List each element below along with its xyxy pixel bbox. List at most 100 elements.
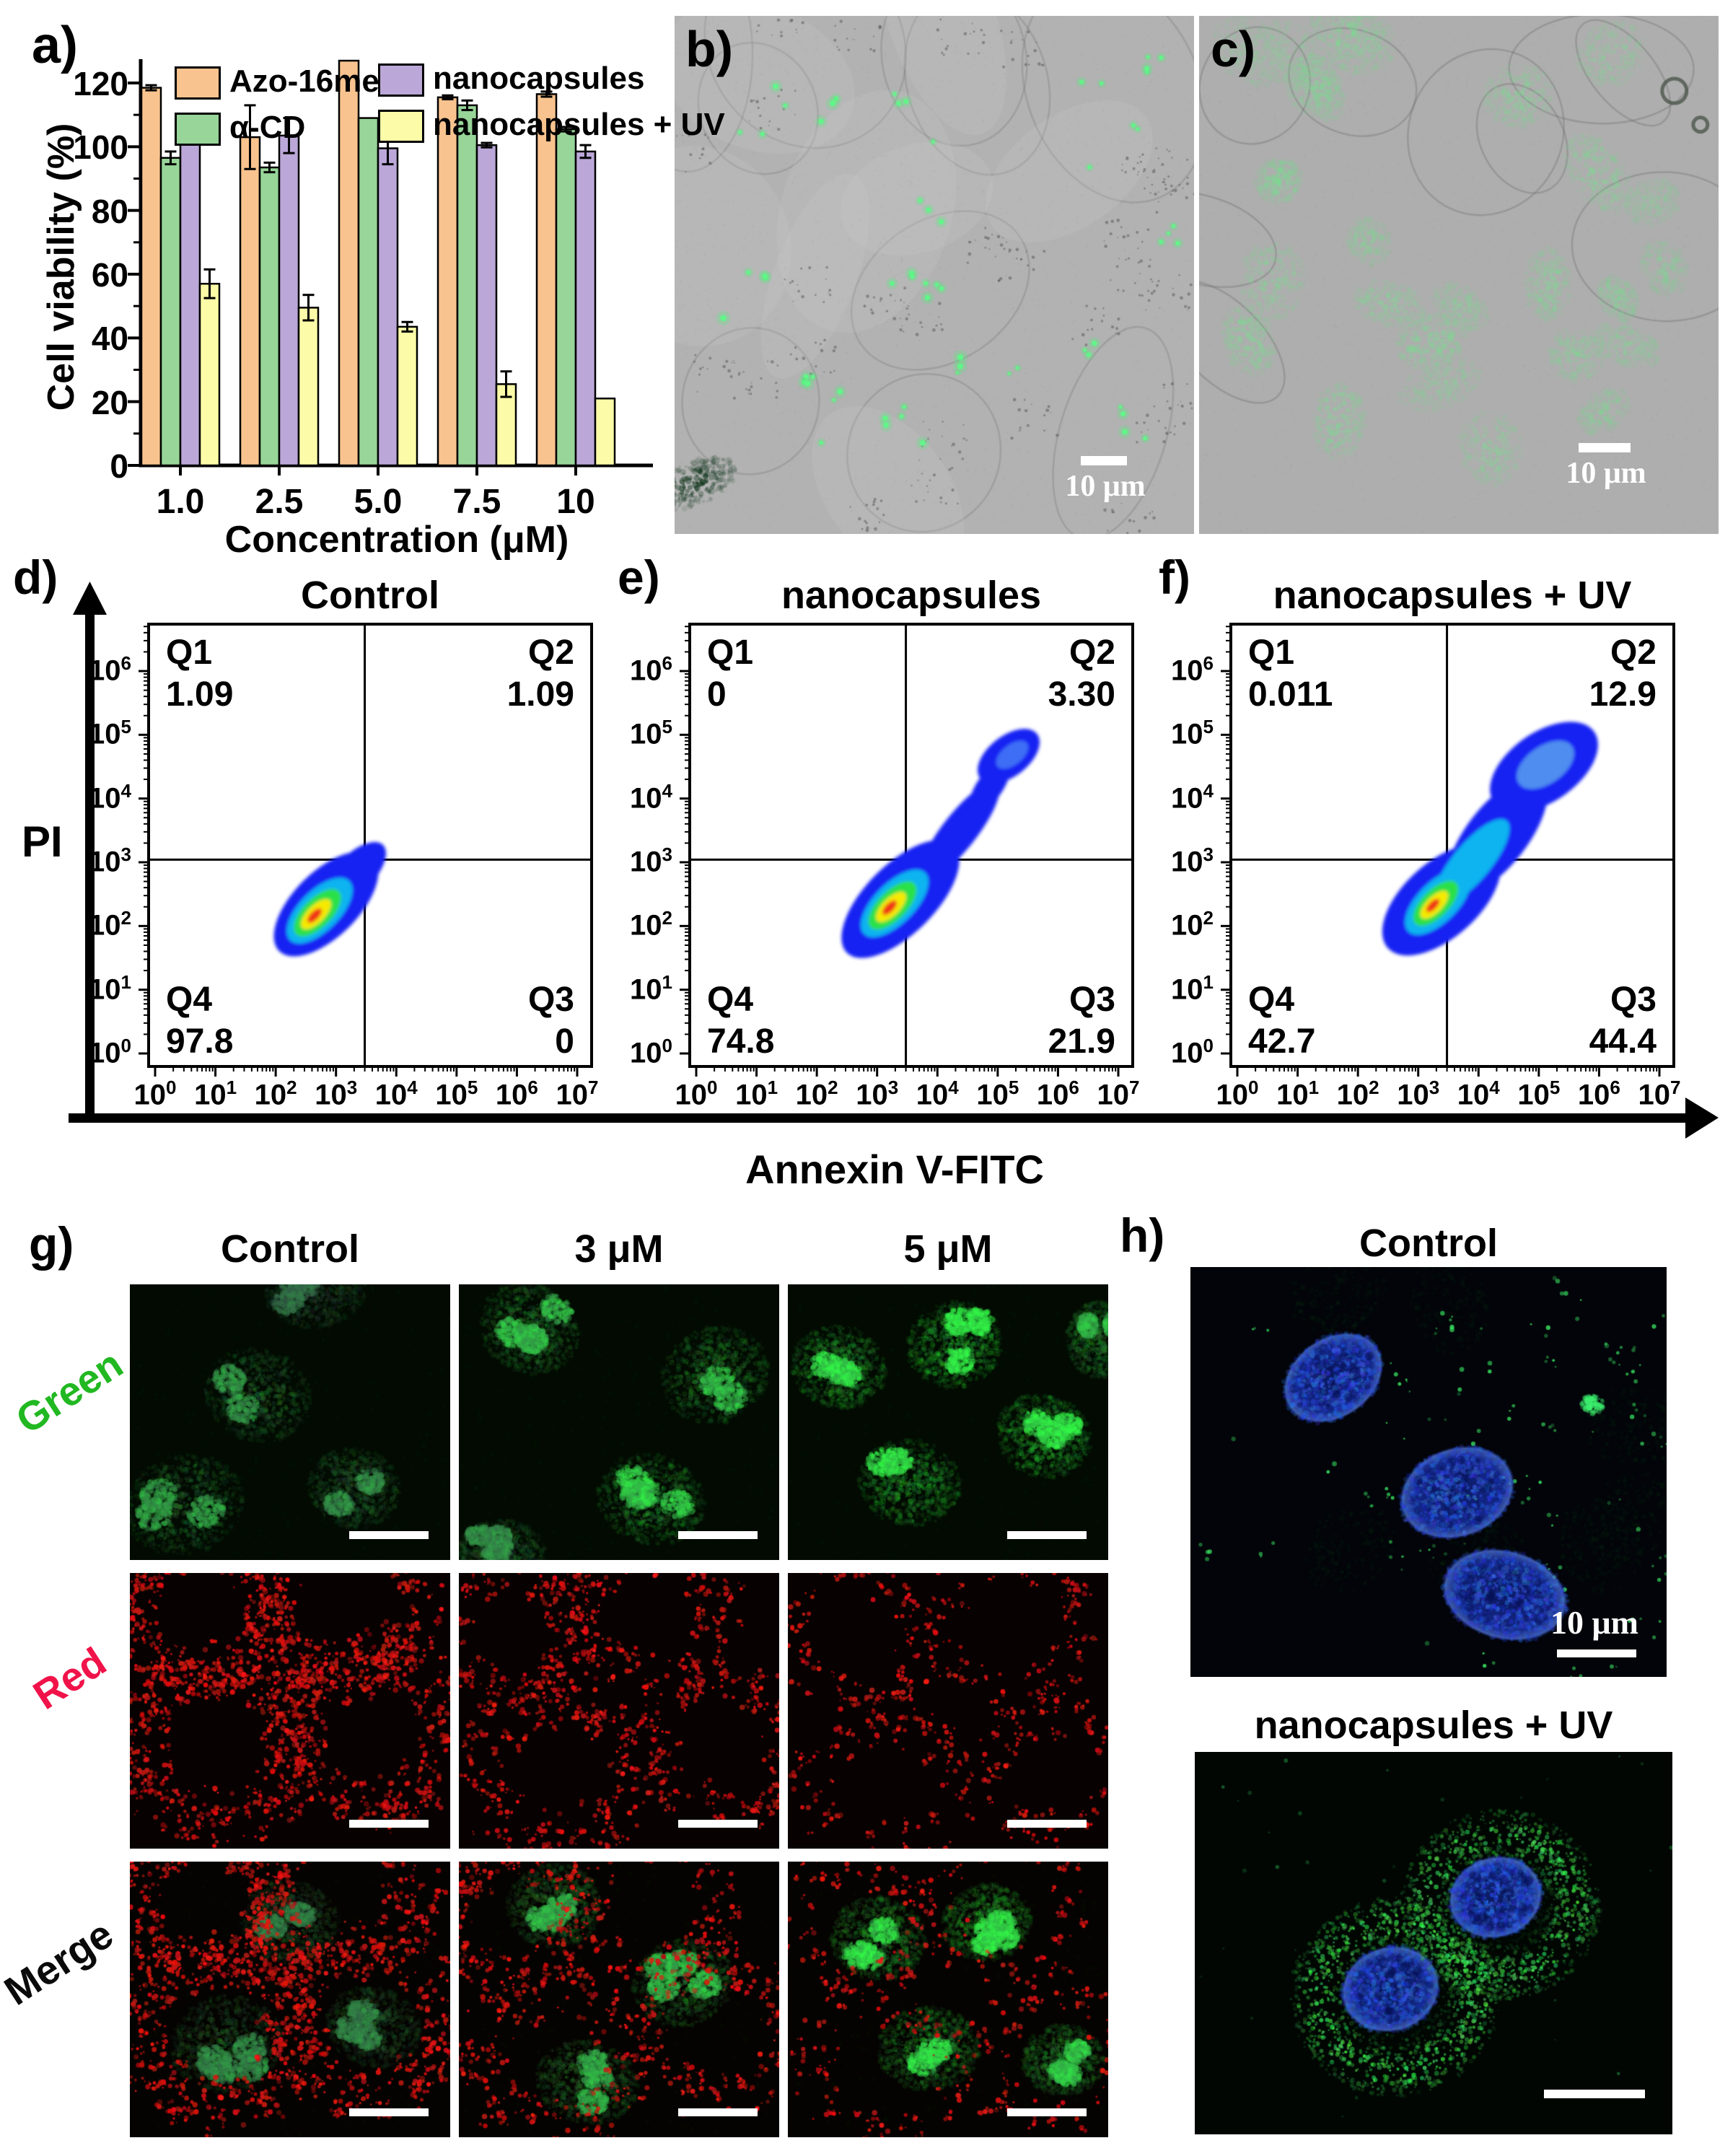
scale-bar xyxy=(349,1820,429,1828)
micrograph-b xyxy=(675,16,1194,534)
confocal-tile-r2c1 xyxy=(459,1862,779,2137)
legend-label: nanocapsules + UV xyxy=(433,107,725,142)
panel-c-label: c) xyxy=(1211,21,1256,77)
x-tick-label: 107 xyxy=(1638,1077,1681,1111)
y-axis-tick-label: 100 xyxy=(73,128,128,167)
h-top-title: Control xyxy=(1359,1222,1498,1265)
x-tick-label: 103 xyxy=(1397,1077,1440,1111)
legend-swatch xyxy=(378,63,424,97)
quadrant-value: 44.4 xyxy=(1589,1022,1657,1061)
flow-y-axis-title: PI xyxy=(22,818,63,866)
y-tick-label: 102 xyxy=(89,907,131,942)
confocal-tile-r0c0 xyxy=(130,1284,450,1560)
y-tick-label: 103 xyxy=(1171,843,1214,878)
density-blob xyxy=(273,841,387,957)
y-tick-label: 102 xyxy=(1171,907,1214,942)
scale-bar xyxy=(1007,1531,1087,1539)
x-tick-label: 102 xyxy=(795,1077,838,1111)
panel-g-label: g) xyxy=(29,1217,74,1271)
legend-swatch xyxy=(175,66,221,100)
x-tick-label: 104 xyxy=(916,1077,959,1111)
quadrant-value: 12.9 xyxy=(1589,675,1657,714)
scale-bar xyxy=(1007,2108,1087,2116)
y-tick-label: 104 xyxy=(1171,779,1214,814)
scale-bar xyxy=(349,1531,429,1539)
y-tick-label: 100 xyxy=(630,1035,672,1069)
y-tick-label: 106 xyxy=(1171,652,1214,687)
x-tick-label: 106 xyxy=(1577,1077,1620,1111)
scale-bar-label: 10 μm xyxy=(1550,1604,1638,1641)
quadrant-name: Q4 xyxy=(166,981,213,1019)
confocal-tile-r1c2 xyxy=(788,1573,1108,1849)
x-tick-label: 103 xyxy=(315,1077,358,1111)
quadrant-name: Q4 xyxy=(1248,981,1295,1019)
scale-bar xyxy=(678,1531,758,1539)
quadrant-name: Q3 xyxy=(1069,981,1115,1019)
micrograph-c xyxy=(1199,16,1719,534)
density-blob xyxy=(841,729,1040,958)
quadrant-value: 1.09 xyxy=(506,675,574,714)
quadrant-value: 3.30 xyxy=(1048,675,1115,714)
g-row-label: Red xyxy=(25,1638,114,1718)
g-row-label: Green xyxy=(7,1340,131,1442)
quadrant-name: Q2 xyxy=(1069,634,1115,672)
y-tick-label: 106 xyxy=(630,652,672,687)
flow-panel-title: nanocapsules xyxy=(781,574,1042,617)
x-tick-label: 100 xyxy=(675,1077,718,1111)
y-axis-tick-label: 80 xyxy=(91,192,128,230)
y-tick-label: 101 xyxy=(89,970,131,1005)
x-tick-label: 100 xyxy=(1216,1077,1259,1111)
scale-bar xyxy=(1081,456,1127,465)
quadrant-name: Q4 xyxy=(707,981,754,1019)
panel-h-label: h) xyxy=(1120,1209,1165,1262)
y-tick-label: 102 xyxy=(630,907,672,942)
y-axis-tick-label: 20 xyxy=(91,383,128,421)
legend-swatch xyxy=(378,110,424,143)
x-axis-tick-label: 1.0 xyxy=(156,483,205,521)
x-axis-tick-label: 2.5 xyxy=(255,483,304,521)
x-tick-label: 100 xyxy=(133,1077,177,1111)
y-tick-label: 100 xyxy=(89,1035,131,1069)
panel-a-label: a) xyxy=(32,17,79,74)
scale-bar-label: 10 μm xyxy=(1065,470,1146,503)
y-tick-label: 100 xyxy=(1171,1035,1214,1069)
y-tick-label: 106 xyxy=(89,652,131,687)
x-tick-label: 105 xyxy=(435,1077,478,1111)
x-tick-label: 103 xyxy=(856,1077,899,1111)
quadrant-value: 21.9 xyxy=(1048,1022,1115,1061)
confocal-tile-r0c1 xyxy=(459,1284,779,1560)
g-column-title: 3 μM xyxy=(574,1227,664,1271)
x-axis-tick-label: 7.5 xyxy=(452,483,501,521)
quadrant-value: 0.011 xyxy=(1248,675,1333,714)
x-tick-label: 105 xyxy=(1517,1077,1561,1111)
scale-bar xyxy=(1544,2090,1645,2098)
scale-bar xyxy=(349,2108,429,2116)
h-bottom-title: nanocapsules + UV xyxy=(1254,1704,1613,1747)
quadrant-value: 0 xyxy=(555,1022,574,1061)
flow-panel-label: f) xyxy=(1159,551,1190,604)
flow-x-axis-title: Annexin V-FITC xyxy=(745,1147,1044,1192)
y-axis-tick-label: 120 xyxy=(73,64,128,102)
y-axis-tick-label: 60 xyxy=(91,255,128,294)
quadrant-name: Q2 xyxy=(1610,634,1657,672)
scale-bar xyxy=(678,1820,758,1828)
scale-bar-label: 10 μm xyxy=(1566,457,1646,490)
quadrant-name: Q2 xyxy=(527,634,574,672)
y-tick-label: 104 xyxy=(89,779,131,814)
x-tick-label: 102 xyxy=(254,1077,297,1111)
confocal-tile-r2c2 xyxy=(788,1862,1108,2137)
quadrant-name: Q1 xyxy=(707,634,754,672)
flow-panel-label: d) xyxy=(13,551,58,604)
x-tick-label: 106 xyxy=(1036,1077,1079,1111)
g-column-title: Control xyxy=(221,1227,359,1271)
confocal-h-uv xyxy=(1195,1752,1672,2134)
quadrant-value: 74.8 xyxy=(707,1022,775,1061)
y-tick-label: 103 xyxy=(630,843,672,878)
confocal-tile-r2c0 xyxy=(130,1862,450,2137)
quadrant-name: Q1 xyxy=(166,634,213,672)
x-axis-tick-label: 10 xyxy=(556,483,595,521)
y-tick-label: 101 xyxy=(630,970,672,1005)
confocal-tile-r1c0 xyxy=(130,1573,450,1849)
x-tick-label: 102 xyxy=(1336,1077,1379,1111)
